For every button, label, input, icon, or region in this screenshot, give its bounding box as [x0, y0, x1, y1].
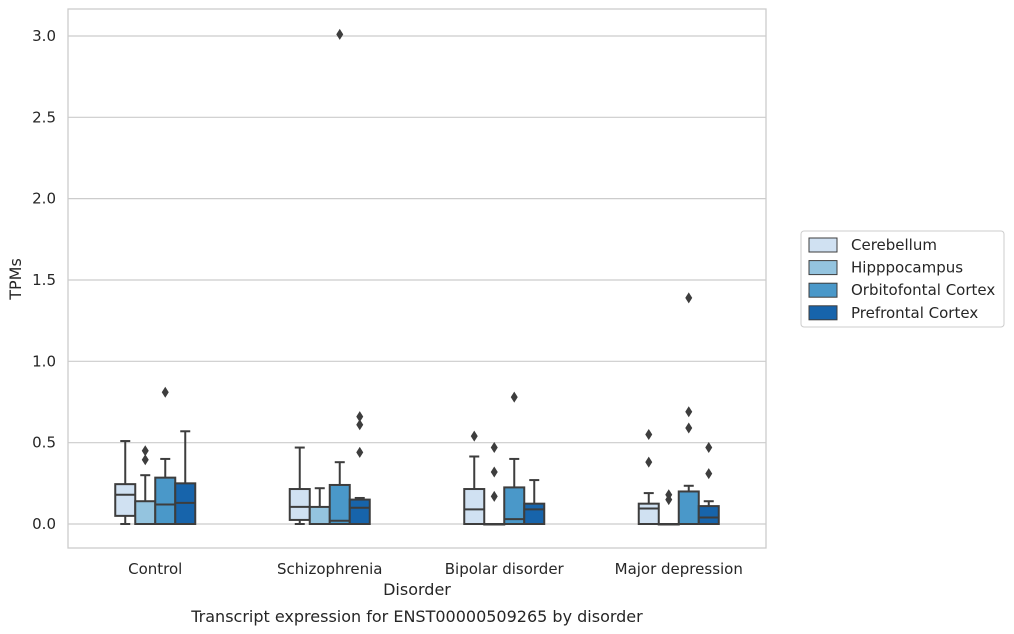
- box-body: [308, 505, 331, 525]
- y-tick-label: 2.0: [32, 190, 56, 208]
- legend: Cerebellum Hipppocampus Orbitofontal Corte…: [800, 230, 1005, 328]
- y-tick-label: 1.0: [32, 352, 56, 370]
- outlier-point: [490, 466, 498, 478]
- box-hipppocampus: [134, 445, 157, 525]
- box-prefrontal-cortex: [348, 411, 371, 525]
- box-body: [134, 500, 157, 525]
- outlier-point: [665, 489, 673, 501]
- box-cerebellum: [463, 430, 486, 525]
- y-tick-label: 0.5: [32, 434, 56, 452]
- legend-label: Orbitofontal Cortex: [851, 281, 995, 299]
- box-body: [523, 502, 546, 526]
- legend-swatch: [808, 282, 838, 298]
- outlier-point: [490, 442, 498, 454]
- outlier-point: [645, 456, 653, 468]
- outlier-point: [336, 28, 344, 40]
- y-tick-label: 1.5: [32, 271, 56, 289]
- outlier-point: [705, 442, 713, 454]
- outlier-point: [470, 430, 478, 442]
- box-hipppocampus: [308, 487, 331, 525]
- legend-label: Hipppocampus: [851, 259, 963, 277]
- box-body: [637, 502, 660, 526]
- legend-frame: [800, 230, 1005, 328]
- outlier-point: [685, 422, 693, 434]
- outlier-point: [645, 429, 653, 441]
- box-series: [114, 28, 720, 526]
- x-axis-ticks: Control Schizophrenia Bipolar disorder Majo…: [128, 560, 743, 578]
- x-tick-label: Major depression: [615, 560, 743, 578]
- x-tick-label: Schizophrenia: [277, 560, 382, 578]
- x-tick-label: Control: [128, 560, 182, 578]
- outlier-point: [356, 419, 364, 431]
- box-cerebellum: [114, 440, 137, 525]
- box-body: [328, 483, 351, 525]
- box-body: [114, 483, 137, 517]
- chart-caption: Transcript expression for ENST0000050926…: [190, 607, 643, 626]
- outlier-point: [356, 411, 364, 423]
- outlier-point: [161, 386, 169, 398]
- outlier-point: [141, 454, 149, 466]
- box-body: [463, 488, 486, 525]
- box-body: [348, 498, 371, 525]
- plot-area: [67, 8, 767, 549]
- outlier-point: [510, 391, 518, 403]
- box-orbitofontal-cortex: [503, 391, 526, 526]
- y-tick-label: 3.0: [32, 27, 56, 45]
- box-prefrontal-cortex: [523, 479, 546, 526]
- box-orbitofontal-cortex: [154, 386, 177, 525]
- y-tick-label: 2.5: [32, 108, 56, 126]
- y-tick-label: 0.0: [32, 515, 56, 533]
- outlier-point: [705, 468, 713, 480]
- box-body: [697, 505, 720, 525]
- box-body: [154, 476, 177, 525]
- legend-swatch: [808, 260, 838, 276]
- legend-label: Cerebellum: [851, 236, 937, 254]
- outlier-point: [356, 446, 364, 458]
- legend-label: Prefrontal Cortex: [851, 304, 978, 322]
- x-axis-label: Disorder: [383, 580, 451, 599]
- outlier-point: [141, 445, 149, 457]
- box-body: [677, 490, 700, 526]
- outlier-point: [490, 490, 498, 502]
- legend-swatch: [808, 305, 838, 321]
- x-tick-label: Bipolar disorder: [445, 560, 565, 578]
- box-body: [288, 488, 311, 521]
- box-prefrontal-cortex: [174, 430, 197, 525]
- box-hipppocampus: [657, 489, 680, 526]
- legend-swatch: [808, 237, 838, 253]
- outlier-point: [685, 406, 693, 418]
- outlier-point: [685, 292, 693, 304]
- y-axis-label: TPMs: [6, 258, 25, 301]
- box-cerebellum: [637, 429, 660, 526]
- y-axis-ticks: 0.0 0.5 1.0 1.5 2.0 2.5 3.0: [32, 27, 56, 533]
- box-cerebellum: [288, 446, 311, 525]
- box-prefrontal-cortex: [697, 442, 720, 525]
